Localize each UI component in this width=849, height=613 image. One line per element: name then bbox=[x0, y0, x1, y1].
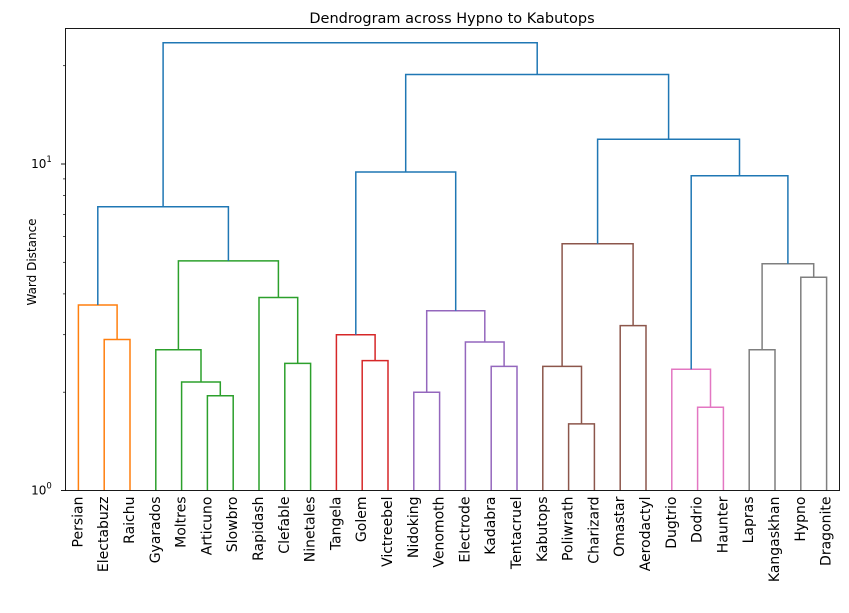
y-axis-label: Ward Distance bbox=[25, 218, 39, 305]
chart-title: Dendrogram across Hypno to Kabutops bbox=[309, 11, 594, 27]
leaf-labels: Persian Electabuzz Raichu Gyarados Moltres Ar… bbox=[70, 496, 834, 582]
leaf-label: Kangaskhan bbox=[767, 497, 783, 583]
leaf-label: Electrode bbox=[457, 497, 473, 563]
leaf-label: Electabuzz bbox=[96, 497, 112, 573]
leaf-label: Dugtrio bbox=[664, 497, 680, 549]
leaf-label: Raichu bbox=[122, 497, 138, 544]
leaf-label: Victreebel bbox=[380, 497, 396, 567]
leaf-label: Ninetales bbox=[303, 497, 319, 563]
leaf-label: Kadabra bbox=[483, 497, 499, 555]
leaf-label: Moltres bbox=[174, 497, 190, 548]
leaf-label: Persian bbox=[70, 497, 86, 548]
leaf-label: Rapidash bbox=[251, 497, 267, 561]
y-tick-base: 10 bbox=[31, 157, 46, 171]
y-tick-exponent: 0 bbox=[46, 482, 51, 492]
leaf-label: Poliwrath bbox=[561, 497, 577, 561]
y-tick-label: 101 bbox=[31, 155, 52, 171]
dendrogram-link bbox=[162, 42, 538, 207]
leaf-label: Venomoth bbox=[432, 497, 448, 568]
leaf-label: Lapras bbox=[741, 497, 757, 544]
leaf-label: Charizard bbox=[586, 497, 602, 564]
leaf-label: Tentacruel bbox=[509, 497, 525, 571]
leaf-label: Kabutops bbox=[535, 497, 551, 563]
leaf-label: Golem bbox=[354, 497, 370, 543]
leaf-label: Slowbro bbox=[225, 497, 241, 553]
leaf-label: Haunter bbox=[715, 496, 731, 553]
leaf-label: Dragonite bbox=[819, 497, 835, 566]
y-tick-label: 100 bbox=[31, 482, 52, 498]
leaf-label: Hypno bbox=[793, 497, 809, 542]
leaf-label: Articuno bbox=[199, 497, 215, 556]
plot-frame bbox=[65, 28, 840, 491]
dendrogram-links bbox=[77, 42, 828, 491]
leaf-label: Gyarados bbox=[148, 497, 164, 564]
leaf-label: Dodrio bbox=[690, 497, 706, 543]
leaf-label: Clefable bbox=[277, 497, 293, 554]
y-tick-exponent: 1 bbox=[46, 155, 51, 165]
leaf-label: Tangela bbox=[328, 497, 344, 552]
leaf-label: Aerodactyl bbox=[638, 497, 654, 572]
y-tick-base: 10 bbox=[31, 484, 46, 498]
leaf-label: Omastar bbox=[612, 496, 628, 557]
leaf-label: Nidoking bbox=[406, 497, 422, 559]
